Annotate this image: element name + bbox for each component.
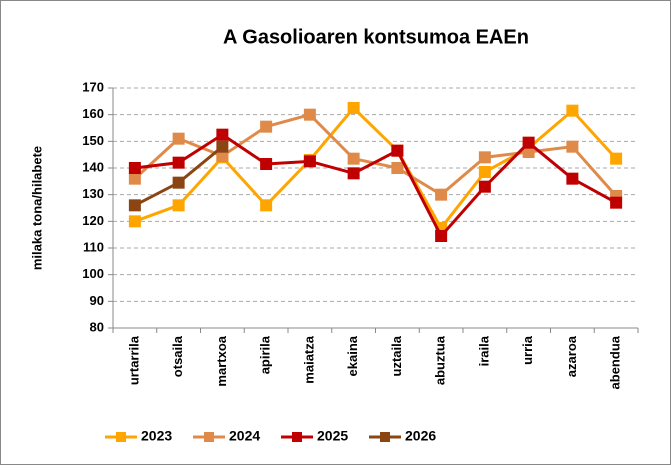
x-tick-label: iraila — [476, 335, 491, 366]
point-marker — [303, 108, 316, 121]
x-tick-label: apirila — [258, 335, 273, 374]
y-tick-label: 100 — [82, 266, 104, 281]
y-tick-label: 160 — [82, 106, 104, 121]
point-marker — [391, 144, 404, 157]
point-marker — [478, 151, 491, 164]
legend-marker — [380, 432, 390, 442]
point-marker — [172, 132, 185, 145]
y-tick-label: 130 — [82, 186, 104, 201]
legend-marker — [204, 432, 214, 442]
point-marker — [172, 199, 185, 212]
point-marker — [303, 155, 316, 168]
y-tick-label: 170 — [82, 79, 104, 94]
point-marker — [128, 199, 141, 212]
point-marker — [566, 104, 579, 117]
x-tick-label: azaroa — [564, 335, 579, 377]
chart-title: A Gasolioaren kontsumoa EAEn — [223, 26, 529, 48]
legend-marker — [292, 432, 302, 442]
point-marker — [128, 172, 141, 185]
point-marker — [522, 146, 535, 158]
y-tick-label: 120 — [82, 213, 104, 228]
y-tick-label: 90 — [90, 293, 104, 308]
legend-label: 2026 — [405, 428, 436, 444]
legend-label: 2023 — [141, 428, 172, 444]
x-tick-label: ekaina — [345, 335, 360, 376]
point-marker — [172, 156, 185, 169]
y-tick-label: 140 — [82, 159, 104, 174]
point-marker — [566, 172, 579, 185]
point-marker — [391, 162, 404, 174]
x-tick-label: abendua — [608, 335, 623, 389]
point-marker — [128, 162, 141, 174]
point-marker — [435, 230, 448, 242]
x-tick-label: otsaila — [170, 335, 185, 377]
point-marker — [216, 150, 229, 162]
point-marker — [172, 176, 185, 189]
x-tick-label: abuztua — [433, 335, 448, 385]
y-tick-label: 110 — [83, 239, 104, 254]
point-marker — [347, 102, 360, 114]
point-marker — [347, 152, 360, 165]
point-marker — [260, 120, 273, 133]
point-marker — [522, 136, 535, 149]
x-tick-label: maiatza — [301, 335, 316, 383]
x-tick-label: urria — [520, 335, 535, 365]
point-marker — [610, 196, 623, 209]
point-marker — [260, 158, 273, 170]
series-line — [134, 132, 617, 239]
x-tick-label: uztaila — [389, 335, 404, 376]
point-marker — [216, 128, 229, 141]
x-tick-label: martxoa — [214, 335, 229, 386]
series-line — [134, 105, 618, 231]
y-tick-label: 150 — [82, 133, 104, 148]
x-tick-label: urtarrila — [126, 335, 141, 385]
legend-label: 2025 — [317, 428, 348, 444]
point-marker — [347, 167, 360, 180]
point-marker — [566, 140, 579, 153]
point-marker — [128, 215, 141, 228]
point-marker — [478, 180, 491, 193]
point-marker — [435, 188, 448, 201]
point-marker — [216, 140, 229, 153]
y-tick-label: 80 — [90, 319, 104, 334]
point-marker — [610, 152, 623, 165]
y-axis-label: milaka tona/hilabete — [29, 146, 44, 270]
legend-label: 2024 — [229, 428, 260, 444]
legend-marker — [116, 432, 126, 442]
point-marker — [260, 199, 273, 212]
point-marker — [478, 166, 491, 178]
